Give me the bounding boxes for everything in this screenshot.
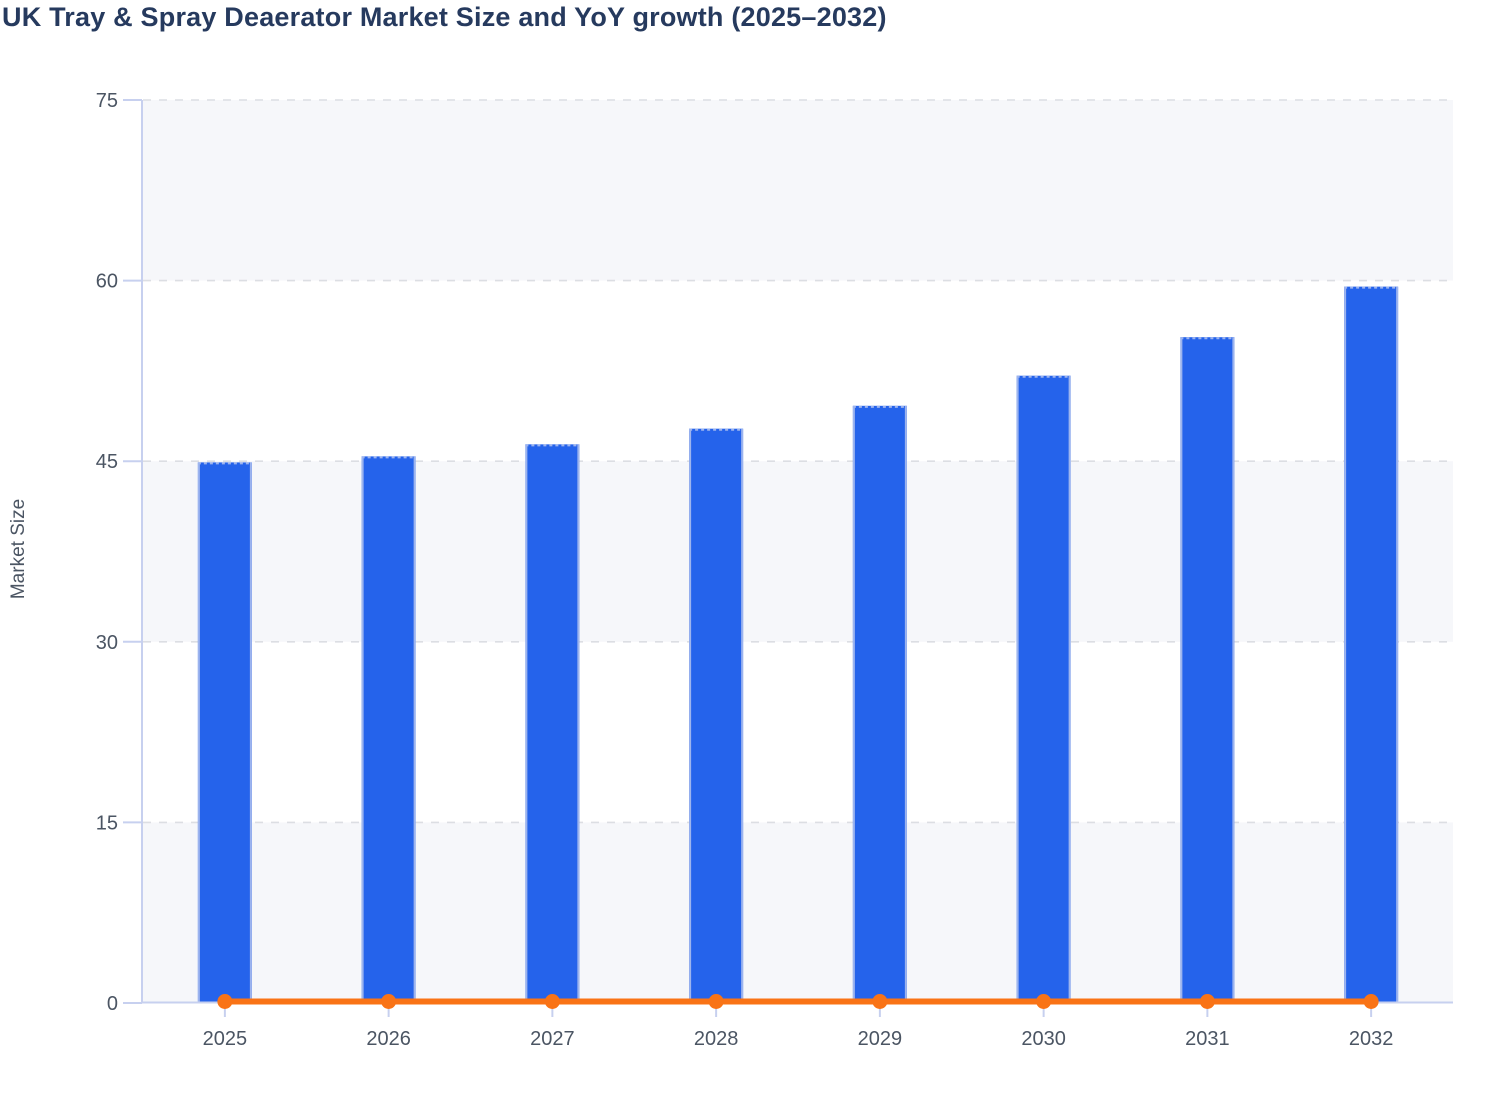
yoy-marker-2029[interactable]: [872, 994, 888, 1009]
yoy-marker-2027[interactable]: [544, 994, 560, 1009]
bar-2030[interactable]: [1016, 375, 1071, 1003]
yoy-marker-2025[interactable]: [217, 994, 233, 1009]
bar-2027[interactable]: [525, 444, 580, 1003]
yoy-marker-2026[interactable]: [381, 994, 397, 1009]
bar-2028[interactable]: [689, 428, 744, 1003]
bar-2026[interactable]: [361, 456, 416, 1003]
yoy-marker-2032[interactable]: [1363, 994, 1379, 1009]
chart-title: UK Tray & Spray Deaerator Market Size an…: [2, 2, 887, 32]
x-tick-label-2028: 2028: [694, 1028, 739, 1050]
y-tick-label: 45: [96, 451, 118, 473]
yoy-marker-2031[interactable]: [1199, 994, 1215, 1009]
yoy-marker-2028[interactable]: [708, 994, 724, 1009]
y-tick-label: 15: [96, 812, 118, 834]
x-tick-label-2031: 2031: [1185, 1028, 1230, 1050]
x-tick-label-2025: 2025: [203, 1028, 248, 1050]
x-tick-label-2030: 2030: [1021, 1028, 1066, 1050]
x-tick-label-2027: 2027: [530, 1028, 575, 1050]
yoy-marker-2030[interactable]: [1036, 994, 1052, 1009]
y-tick-label: 60: [96, 271, 118, 293]
y-tick-label: 30: [96, 632, 118, 654]
x-tick-label-2029: 2029: [858, 1028, 903, 1050]
plot-band: [143, 100, 1453, 281]
plot-band: [143, 461, 1453, 642]
bar-2032[interactable]: [1344, 286, 1399, 1003]
x-tick-label-2026: 2026: [366, 1028, 411, 1050]
y-tick-label: 0: [107, 993, 118, 1015]
bar-2029[interactable]: [852, 405, 907, 1003]
y-tick-label: 75: [96, 90, 118, 112]
x-tick-label-2032: 2032: [1349, 1028, 1394, 1050]
bar-2031[interactable]: [1180, 337, 1235, 1003]
plot-band: [143, 822, 1453, 1003]
bar-2025[interactable]: [197, 462, 252, 1003]
